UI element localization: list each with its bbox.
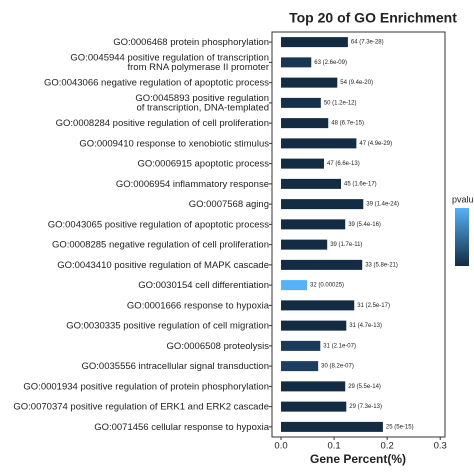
y-tick-label-line: GO:0070374 positive regulation of ERK1 a…	[13, 401, 269, 412]
y-tick-label-line: GO:0043410 positive regulation of MAPK c…	[57, 259, 269, 270]
bar	[281, 340, 321, 351]
bar-annotation: 48 (6.7e-15)	[331, 121, 364, 127]
x-tick-label: 0.0	[274, 441, 287, 452]
bar	[281, 219, 346, 230]
y-tick-label: GO:0071456 cellular response to hypoxia	[94, 421, 270, 432]
y-tick-label: GO:0045893 positive regulation of transcr…	[135, 93, 269, 114]
bar-annotation: 64 (7.3e-28)	[351, 40, 384, 46]
plot-frame	[271, 31, 446, 438]
y-tick-label-line: GO:0006468 protein phosphorylation	[113, 37, 269, 48]
y-tick-label-line: GO:0001666 response to hypoxia	[127, 300, 270, 311]
bar-annotation: 47 (6.6e-13)	[327, 161, 360, 167]
y-tick-label: GO:0030154 cell differentiation	[138, 280, 269, 291]
y-tick-label: GO:0006468 protein phosphorylation	[113, 37, 269, 48]
bar-annotation: 25 (5e-15)	[386, 424, 414, 430]
y-tick-label: GO:0035556 intracellular signal transduc…	[82, 361, 269, 372]
y-tick-label: GO:0009410 response to xenobiotic stimul…	[79, 138, 269, 149]
y-tick-label-line: GO:0045893 positive regulation	[135, 93, 269, 104]
y-tick-label: GO:0070374 positive regulation of ERK1 a…	[13, 401, 269, 412]
bar	[281, 118, 329, 129]
bar	[281, 361, 319, 372]
bar-annotation: 29 (7.3e-13)	[349, 404, 382, 410]
bar-annotation: 32 (0.00025)	[310, 283, 344, 289]
bar	[281, 320, 347, 331]
x-axis-title: Gene Percent(%)	[310, 452, 406, 466]
y-tick-label: GO:0007568 aging	[189, 199, 269, 210]
bar-annotation: 30 (8.2e-07)	[321, 364, 354, 370]
y-tick-label: GO:0001666 response to hypoxia	[127, 300, 270, 311]
y-tick-label-line: GO:0008285 negative regulation of cell p…	[52, 239, 269, 250]
bar	[281, 77, 338, 88]
y-tick-label: GO:0001934 positive regulation of protei…	[23, 381, 269, 392]
bar-annotation: 63 (2.6e-09)	[314, 60, 347, 66]
bar-annotation: 29 (5.5e-14)	[348, 384, 381, 390]
bar	[281, 280, 308, 291]
bar	[281, 381, 346, 392]
y-tick-label: GO:0006954 inflammatory response	[116, 178, 269, 189]
bar	[281, 57, 312, 68]
y-tick-label-line: GO:0030154 cell differentiation	[138, 280, 269, 291]
x-tick-label: 0.2	[381, 441, 394, 452]
bar-annotation: 54 (9.4e-20)	[340, 80, 373, 86]
bar	[281, 97, 321, 108]
bar	[281, 421, 383, 432]
legend-colorbar	[455, 208, 469, 266]
bar	[281, 401, 347, 412]
y-tick-label: GO:0043065 positive regulation of apopto…	[48, 219, 270, 230]
y-tick-label-line: GO:0008284 positive regulation of cell p…	[56, 118, 269, 129]
y-tick-label-line: GO:0006954 inflammatory response	[116, 178, 269, 189]
y-tick-label-line: GO:0009410 response to xenobiotic stimul…	[79, 138, 269, 149]
y-tick-label: GO:0008285 negative regulation of cell p…	[52, 239, 269, 250]
bar	[281, 158, 325, 169]
y-tick-label: GO:0043066 negative regulation of apopto…	[44, 77, 269, 88]
bar	[281, 259, 363, 270]
y-tick-label: GO:0006915 apoptotic process	[137, 158, 269, 169]
chart-title: Top 20 of GO Enrichment	[289, 10, 457, 26]
y-tick-label-line: GO:0030335 positive regulation of cell m…	[66, 320, 269, 331]
bar	[281, 300, 355, 311]
y-tick-label-line: GO:0035556 intracellular signal transduc…	[82, 361, 269, 372]
bar	[281, 239, 328, 250]
bar-annotation: 33 (5.8e-21)	[365, 262, 398, 268]
y-tick-label: GO:0030335 positive regulation of cell m…	[66, 320, 269, 331]
bar-annotation: 31 (2.5e-17)	[357, 303, 390, 309]
bar-annotation: 39 (1.4e-24)	[366, 202, 399, 208]
bar-annotation: 39 (5.4e-16)	[348, 222, 381, 228]
bar	[281, 37, 348, 48]
bar-annotation: 45 (1.6e-17)	[344, 181, 377, 187]
y-tick-label-line: GO:0043065 positive regulation of apopto…	[48, 219, 270, 230]
bar-annotation: 50 (1.2e-12)	[324, 100, 357, 106]
legend-title: pvalue	[452, 194, 474, 204]
y-tick-label: GO:0008284 positive regulation of cell p…	[56, 118, 269, 129]
bar-annotation: 39 (1.7e-11)	[330, 242, 362, 248]
bar-annotation: 47 (4.9e-29)	[359, 141, 392, 147]
bar	[281, 138, 357, 149]
bar	[281, 178, 341, 189]
y-tick-label-line: from RNA polymerase II promoter	[128, 62, 270, 73]
y-tick-label-line: GO:0006915 apoptotic process	[137, 158, 269, 169]
bar	[281, 199, 364, 210]
y-tick-label-line: GO:0007568 aging	[189, 199, 269, 210]
x-tick-label: 0.1	[327, 441, 340, 452]
bar-annotation: 31 (2.1e-07)	[323, 343, 356, 349]
y-tick-label-line: GO:0043066 negative regulation of apopto…	[44, 77, 269, 88]
bar-annotation: 31 (4.7e-13)	[349, 323, 382, 329]
y-tick-label-line: GO:0045944 positive regulation of transc…	[70, 52, 269, 63]
y-tick-label-line: GO:0071456 cellular response to hypoxia	[94, 421, 270, 432]
x-tick-label: 0.3	[434, 441, 447, 452]
y-tick-label: GO:0006508 proteolysis	[167, 340, 270, 351]
y-tick-label: GO:0043410 positive regulation of MAPK c…	[57, 259, 269, 270]
y-tick-label-line: of transcription, DNA-templated	[136, 102, 269, 113]
y-tick-label: GO:0045944 positive regulation of transc…	[70, 52, 269, 73]
y-tick-label-line: GO:0001934 positive regulation of protei…	[23, 381, 269, 392]
y-tick-label-line: GO:0006508 proteolysis	[167, 340, 270, 351]
